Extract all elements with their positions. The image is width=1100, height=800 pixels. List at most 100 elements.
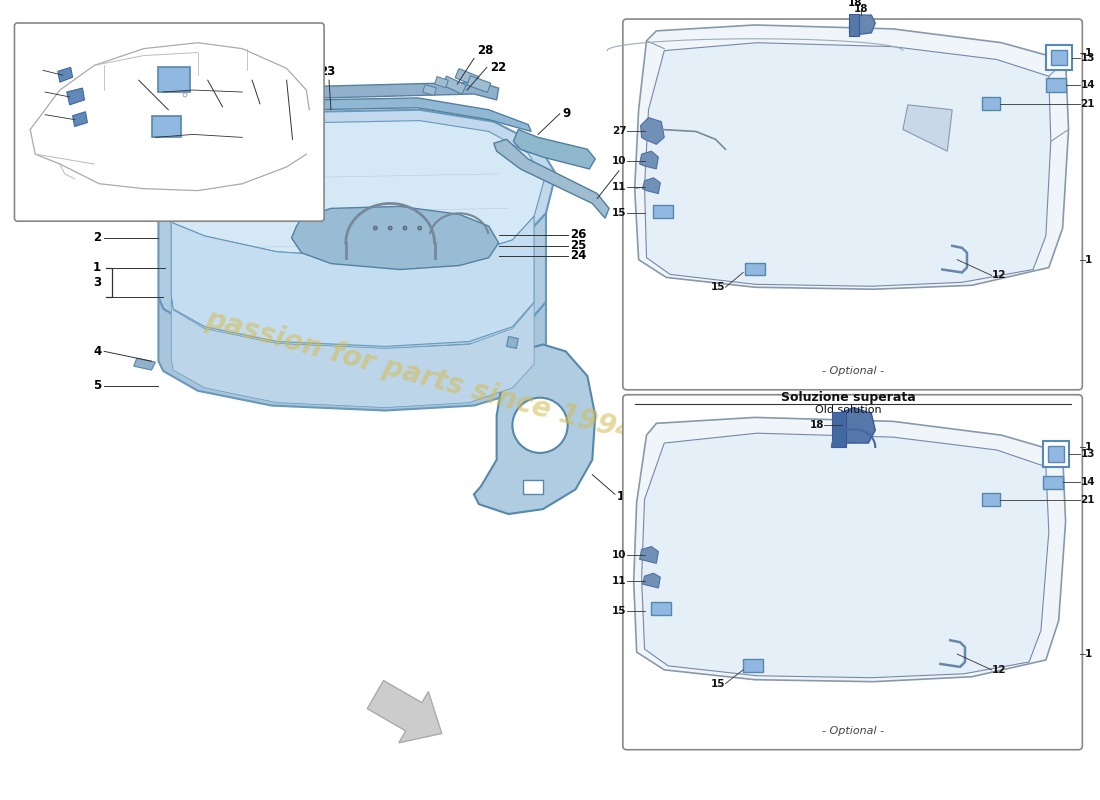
Text: 1: 1 [1086,47,1092,58]
Text: 21: 21 [1080,495,1094,506]
Bar [653,206,673,218]
Bar [982,494,1000,506]
Bar [849,14,858,36]
Bar [524,479,543,494]
Text: 11: 11 [613,182,627,192]
Text: 10: 10 [613,156,627,166]
Text: 4: 4 [94,345,101,358]
Text: 23: 23 [319,66,336,78]
Text: 18: 18 [810,420,824,430]
Bar [982,97,1000,110]
Text: 6: 6 [245,132,252,142]
Circle shape [418,226,421,230]
Bar [1046,78,1066,92]
Polygon shape [455,69,478,86]
Text: 7: 7 [35,87,43,97]
Text: 1: 1 [1086,649,1092,659]
Text: 16: 16 [125,66,142,78]
Polygon shape [250,82,498,100]
Text: 5: 5 [94,379,101,392]
Bar [745,262,764,275]
Text: 15: 15 [613,208,627,218]
Bar [1043,441,1068,466]
Text: 13: 13 [1080,449,1094,459]
Polygon shape [639,546,659,563]
Circle shape [183,93,187,97]
Text: 19: 19 [242,66,258,78]
Polygon shape [903,105,953,151]
Bar [152,116,182,138]
Text: 15: 15 [613,606,627,616]
Polygon shape [158,208,546,350]
Circle shape [284,194,289,199]
Bar [832,413,846,447]
Text: 15: 15 [711,678,725,689]
Polygon shape [292,206,498,270]
Text: 7: 7 [35,110,43,120]
Polygon shape [58,67,73,82]
Polygon shape [172,121,544,258]
Text: 7: 7 [34,66,41,75]
Text: Soluzione superata: Soluzione superata [781,391,916,404]
Text: 3: 3 [94,276,101,289]
Polygon shape [640,118,664,144]
Polygon shape [834,407,876,443]
Polygon shape [634,418,1066,682]
Text: 9: 9 [563,107,571,120]
Text: 18: 18 [855,4,869,14]
Circle shape [513,398,568,453]
Bar [1046,45,1071,70]
Text: 18: 18 [848,0,862,8]
Text: 28: 28 [477,43,493,57]
Polygon shape [635,25,1068,290]
Text: 24: 24 [571,250,587,262]
Polygon shape [284,186,298,210]
Bar [744,659,763,672]
Polygon shape [230,98,531,131]
Polygon shape [645,42,1050,286]
Text: 21: 21 [1080,99,1094,109]
Polygon shape [474,345,595,514]
Polygon shape [639,151,659,169]
Text: 22: 22 [490,61,506,74]
Text: 27: 27 [613,126,627,137]
Text: 1: 1 [1086,254,1092,265]
Text: 10: 10 [613,550,627,561]
Text: Old solution: Old solution [815,405,882,414]
Text: 8: 8 [280,66,289,78]
FancyBboxPatch shape [623,394,1082,750]
Text: 26: 26 [571,229,587,242]
Polygon shape [67,88,85,105]
Polygon shape [172,299,535,407]
Polygon shape [442,76,466,94]
Circle shape [388,226,392,230]
Circle shape [373,226,377,230]
Text: 17: 17 [617,490,634,502]
Polygon shape [172,210,535,346]
Text: 12: 12 [991,665,1006,675]
Text: 1: 1 [94,261,101,274]
Polygon shape [494,139,609,218]
Bar [651,602,671,614]
Text: 6: 6 [245,87,252,97]
Circle shape [403,226,407,230]
Polygon shape [849,15,876,35]
Polygon shape [158,110,556,258]
Text: 14: 14 [1080,80,1094,90]
Text: 14: 14 [1080,478,1094,487]
Text: 25: 25 [571,239,587,252]
Text: 15: 15 [621,165,638,178]
Circle shape [297,199,301,204]
Text: 13: 13 [1080,53,1094,62]
Polygon shape [134,358,155,370]
Text: 2: 2 [94,231,101,245]
FancyBboxPatch shape [14,23,324,221]
Text: 11: 11 [613,576,627,586]
Polygon shape [158,297,546,410]
Text: - Optional -: - Optional - [822,726,883,736]
Text: passion for parts since 1994: passion for parts since 1994 [202,305,638,447]
Text: 1: 1 [1086,442,1092,452]
Bar [158,67,190,92]
Polygon shape [641,433,1048,678]
Polygon shape [506,337,518,348]
